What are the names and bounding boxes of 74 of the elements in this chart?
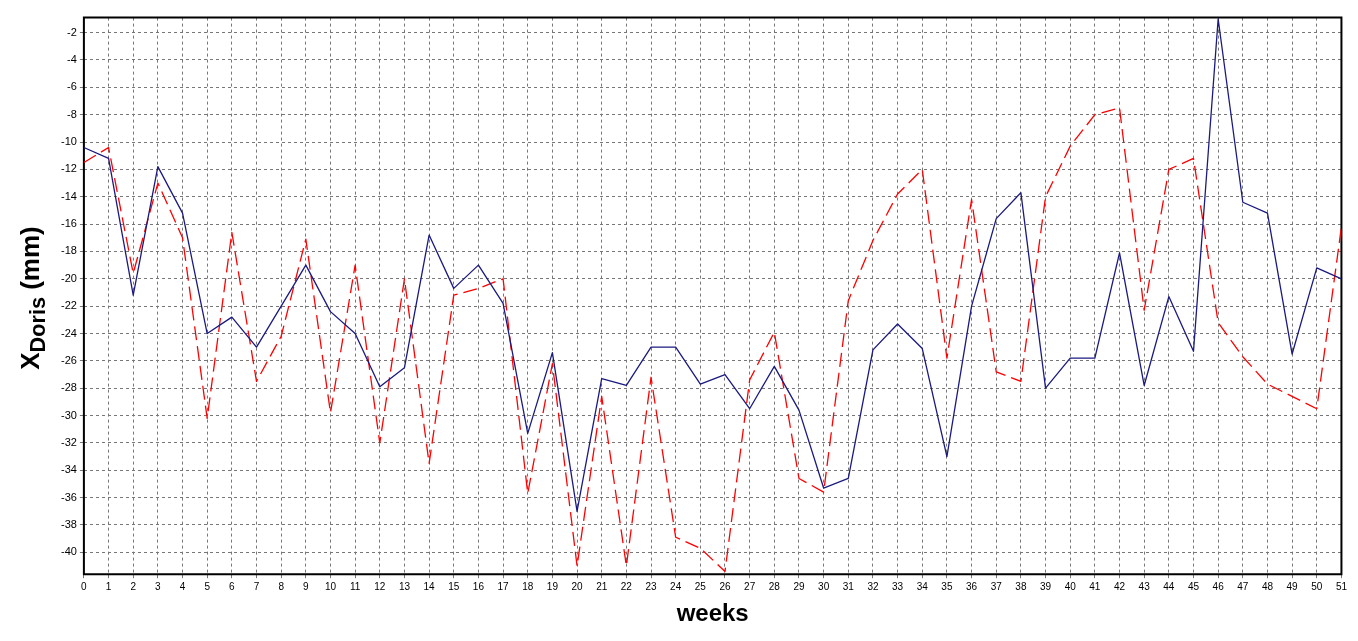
x-tick-label: 8 [278, 580, 285, 592]
x-tick-label: 15 [448, 580, 460, 592]
x-tick-label: 12 [374, 580, 386, 592]
x-tick-label: 42 [1113, 580, 1126, 592]
line-series [83, 107, 1342, 573]
x-tick-label: 2 [130, 580, 137, 592]
x-tick-label: 27 [744, 580, 756, 592]
x-tick-label: 26 [719, 580, 731, 592]
x-tick-label: 5 [204, 580, 211, 592]
x-tick-label: 13 [398, 580, 411, 592]
x-tick-label: 31 [842, 580, 855, 592]
x-tick-label: 35 [941, 580, 953, 592]
y-tick-label: -8 [67, 107, 77, 120]
y-tick-label: -22 [60, 299, 77, 312]
x-tick-label: 0 [81, 580, 88, 592]
x-tick-label: 22 [620, 580, 633, 592]
y-tick-label: -16 [60, 217, 77, 230]
x-tick-label: 19 [546, 580, 559, 592]
y-tick-label: -6 [67, 80, 77, 93]
x-tick-label: 25 [694, 580, 707, 592]
x-tick-label: 44 [1163, 580, 1175, 592]
x-tick-label: 51 [1335, 580, 1348, 592]
x-tick-label: 36 [966, 580, 978, 592]
x-tick-label: 3 [155, 580, 162, 592]
x-tick-label: 23 [645, 580, 658, 592]
x-tick-label: 29 [793, 580, 805, 592]
y-tick-label: -14 [60, 189, 77, 202]
x-tick-label: 50 [1311, 580, 1323, 592]
x-tick-label: 34 [916, 580, 929, 592]
x-tick-label: 33 [892, 580, 904, 592]
x-tick-label: 47 [1237, 580, 1249, 592]
y-tick-label: -26 [60, 353, 77, 366]
x-tick-label: 37 [990, 580, 1003, 592]
x-tick-label: 21 [596, 580, 608, 592]
x-tick-label: 24 [670, 580, 682, 592]
y-tick-label: -10 [60, 135, 77, 148]
x-tick-label: 48 [1261, 580, 1274, 592]
x-tick-label: 17 [497, 580, 510, 592]
y-tick-label: -24 [60, 326, 77, 339]
x-tick-label: 32 [867, 580, 879, 592]
x-tick-label: 30 [818, 580, 830, 592]
x-tick-label: 40 [1064, 580, 1077, 592]
x-tick-label: 4 [179, 580, 186, 592]
y-tick-label: -12 [60, 162, 77, 175]
x-tick-label: 9 [303, 580, 310, 592]
x-tick-label: 11 [349, 580, 361, 592]
x-tick-label: 43 [1138, 580, 1151, 592]
x-tick-label: 1 [105, 580, 112, 592]
x-tick-label: 46 [1212, 580, 1225, 592]
x-tick-label: 28 [768, 580, 781, 592]
y-tick-label: -36 [60, 490, 77, 503]
y-tick-label: -20 [60, 271, 77, 284]
x-tick-label: 18 [522, 580, 534, 592]
y-tick-label: -40 [60, 545, 77, 558]
x-tick-label: 7 [253, 580, 260, 592]
x-tick-label: 39 [1039, 580, 1052, 592]
y-tick-label: -30 [60, 408, 77, 421]
x-tick-label: 10 [324, 580, 337, 592]
x-axis-title: weeks [675, 599, 749, 627]
x-tick-label: 16 [472, 580, 485, 592]
x-tick-label: 49 [1286, 580, 1299, 592]
x-tick-label: 6 [229, 580, 236, 592]
x-tick-label: 38 [1015, 580, 1027, 592]
y-tick-label: -34 [60, 463, 77, 476]
x-tick-label: 14 [423, 580, 436, 592]
x-tick-label: 20 [571, 580, 584, 592]
y-tick-label: -4 [67, 53, 77, 66]
y-tick-label: -18 [60, 244, 77, 257]
y-tick-label: -28 [60, 381, 77, 394]
x-tick-label: 41 [1089, 580, 1101, 592]
y-tick-label: -2 [67, 25, 77, 38]
y-tick-label: -38 [60, 518, 77, 530]
y-tick-label: -32 [60, 435, 77, 448]
x-tick-label: 45 [1187, 580, 1200, 592]
